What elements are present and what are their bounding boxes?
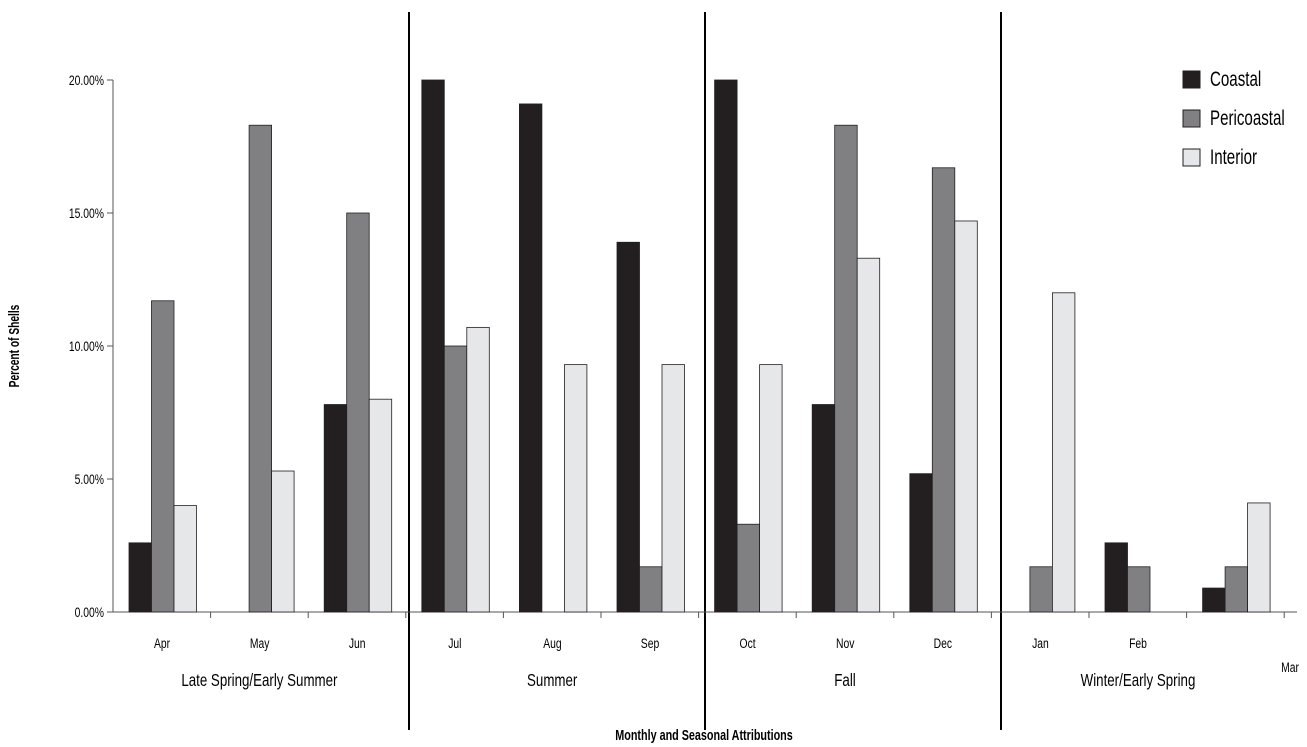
bar-interior-jul [466, 326, 490, 613]
y-tick-label: 20.00% [69, 72, 104, 88]
month-label: May [250, 635, 270, 651]
bar-pericoastal-jun [346, 212, 370, 613]
bar-pericoastal-jul [443, 345, 468, 613]
bar-interior-jun [368, 398, 393, 613]
month-label: Jul [448, 635, 461, 651]
y-axis-title: Percent of Shells [5, 305, 23, 388]
bar-coastal-feb [1104, 542, 1128, 613]
bar-coastal-jul [421, 79, 445, 613]
legend-swatch-interior [1182, 148, 1201, 167]
month-label: Jan [1032, 635, 1049, 651]
y-ticks: 0.00% 5.00% 10.00% 15.00% 20.00% [69, 72, 113, 620]
month-label: Mar [1281, 659, 1299, 675]
season-label: Fall [834, 671, 855, 690]
x-ticks [210, 612, 1285, 618]
bar-interior-jan [1052, 292, 1076, 613]
season-labels: Late Spring/Early Summer Summer Fall Winter… [181, 671, 1195, 690]
bar-pericoastal-feb [1127, 566, 1151, 613]
season-label: Winter/Early Spring [1081, 671, 1196, 690]
month-label: Feb [1129, 635, 1147, 651]
bar-pericoastal-jan [1029, 566, 1053, 613]
month-label: Oct [740, 635, 757, 651]
season-label: Late Spring/Early Summer [181, 671, 338, 690]
month-label: Nov [836, 635, 855, 651]
bar-coastal-jun [323, 404, 348, 613]
legend-label-pericoastal: Pericoastal [1210, 105, 1285, 129]
bar-interior-dec [954, 220, 978, 613]
bar-interior-apr [173, 505, 197, 613]
bar-interior-sep [661, 364, 685, 613]
bar-pericoastal-sep [639, 566, 663, 613]
bar-coastal-mar [1202, 587, 1226, 613]
legend-label-coastal: Coastal [1210, 66, 1261, 90]
season-dividers [408, 12, 1002, 730]
bar-coastal-sep [616, 241, 640, 613]
y-tick-label: 10.00% [69, 338, 104, 354]
bar-pericoastal-nov [834, 124, 858, 613]
bar-coastal-apr [128, 542, 152, 613]
bar-coastal-aug [519, 103, 543, 613]
y-tick-label: 15.00% [69, 205, 104, 221]
bar-interior-aug [564, 364, 588, 613]
month-labels: Apr May Jun Jul Aug Sep Oct Nov Dec Jan Feb Mar [154, 635, 1299, 675]
y-tick-label: 5.00% [75, 471, 104, 487]
bars [128, 79, 1271, 613]
legend: Coastal Pericoastal Interior [1182, 66, 1285, 169]
bar-coastal-oct [714, 79, 738, 613]
month-label: Dec [934, 635, 952, 651]
bar-pericoastal-mar [1224, 566, 1248, 613]
bar-pericoastal-dec [931, 167, 956, 613]
legend-label-interior: Interior [1210, 144, 1257, 168]
bar-interior-oct [759, 364, 783, 613]
bar-pericoastal-may [248, 124, 273, 613]
bar-interior-mar [1247, 502, 1271, 613]
season-label: Summer [527, 671, 578, 690]
x-axis-title: Monthly and Seasonal Attributions [615, 726, 792, 743]
bar-pericoastal-apr [151, 300, 175, 613]
bar-coastal-nov [811, 404, 836, 613]
bar-coastal-dec [909, 473, 933, 613]
legend-swatch-pericoastal [1182, 109, 1201, 128]
month-label: Sep [641, 635, 660, 651]
bar-interior-nov [856, 257, 881, 613]
y-tick-label: 0.00% [75, 604, 104, 620]
bar-interior-may [271, 470, 295, 613]
month-label: Apr [154, 635, 170, 651]
legend-swatch-coastal [1182, 70, 1201, 89]
month-label: Jun [349, 635, 366, 651]
bar-pericoastal-oct [736, 523, 760, 613]
month-label: Aug [543, 635, 562, 651]
